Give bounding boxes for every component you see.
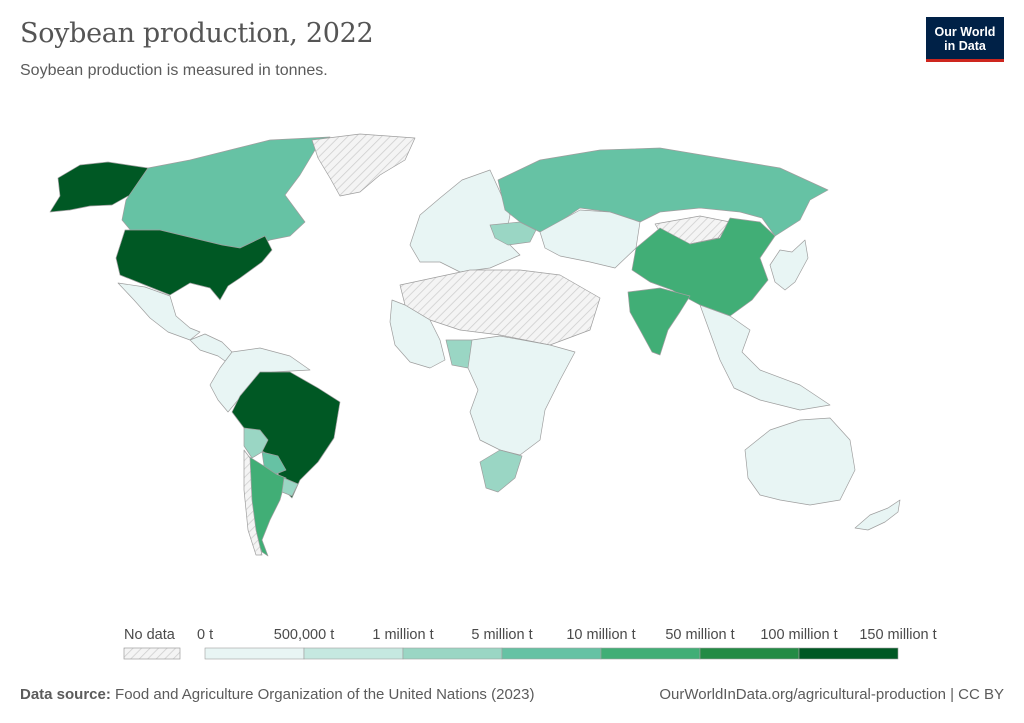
- map-region[interactable]: Greenland: [311, 133, 416, 197]
- map-region[interactable]: Uruguay: [281, 477, 299, 497]
- legend-tick-label: 5 million t: [471, 627, 532, 643]
- legend-tick-label: 0 t: [197, 627, 213, 643]
- data-source: Data source: Food and Agriculture Organi…: [20, 686, 534, 703]
- map-region[interactable]: United States: [115, 229, 273, 301]
- map-region[interactable]: Chile: [243, 449, 263, 556]
- map-region[interactable]: China: [631, 217, 776, 317]
- chart-title: Soybean production, 2022: [20, 18, 374, 49]
- legend-no-data-label: No data: [124, 627, 176, 643]
- owid-logo[interactable]: Our World in Data: [926, 17, 1004, 62]
- footer: Data source: Food and Agriculture Organi…: [20, 686, 1004, 703]
- legend-swatch: [798, 647, 899, 660]
- legend-tick-label: 1 million t: [372, 627, 433, 643]
- legend-swatch: [600, 647, 701, 660]
- legend-color-scale: 0 t 500,000 t 1 million t 5 million t 10 mil…: [197, 627, 937, 660]
- map-region[interactable]: Central & East Africa: [467, 335, 576, 456]
- legend-tick-label: 150 million t: [859, 627, 936, 643]
- legend-no-data: No data: [123, 627, 181, 660]
- legend-swatch: [501, 647, 602, 660]
- chart-subtitle: Soybean production is measured in tonnes…: [20, 62, 328, 79]
- map-region[interactable]: South Africa: [479, 449, 523, 493]
- map-legend: No data 0 t 500,000 t 1 million t 5 million…: [123, 627, 937, 660]
- map-region[interactable]: Kazakhstan & Central Asia: [539, 209, 641, 269]
- legend-tick-label: 500,000 t: [274, 627, 334, 643]
- world-map: Alaska (United States)CanadaGreenlandUni…: [49, 133, 901, 557]
- map-region[interactable]: Southeast Asia: [699, 304, 831, 411]
- data-source-label: Data source:: [20, 686, 111, 703]
- legend-swatch: [303, 647, 404, 660]
- map-region[interactable]: Australia: [744, 417, 856, 506]
- legend-swatch: [699, 647, 800, 660]
- map-region[interactable]: Japan & Korea: [769, 239, 809, 291]
- data-source-text: Food and Agriculture Organization of the…: [115, 686, 535, 703]
- legend-tick-label: 10 million t: [566, 627, 635, 643]
- legend-tick-label: 50 million t: [665, 627, 734, 643]
- map-region[interactable]: North & West Africa: [389, 299, 446, 369]
- legend-tick-label: 100 million t: [760, 627, 837, 643]
- logo-line-1: Our World: [934, 25, 996, 39]
- legend-swatch: [402, 647, 503, 660]
- map-region[interactable]: New Zealand: [854, 499, 901, 531]
- map-region[interactable]: India: [627, 287, 691, 356]
- source-url-link[interactable]: OurWorldInData.org/agricultural-producti…: [659, 686, 1004, 703]
- map-region[interactable]: Mexico: [117, 282, 201, 341]
- logo-line-2: in Data: [944, 39, 986, 53]
- legend-swatch: [204, 647, 305, 660]
